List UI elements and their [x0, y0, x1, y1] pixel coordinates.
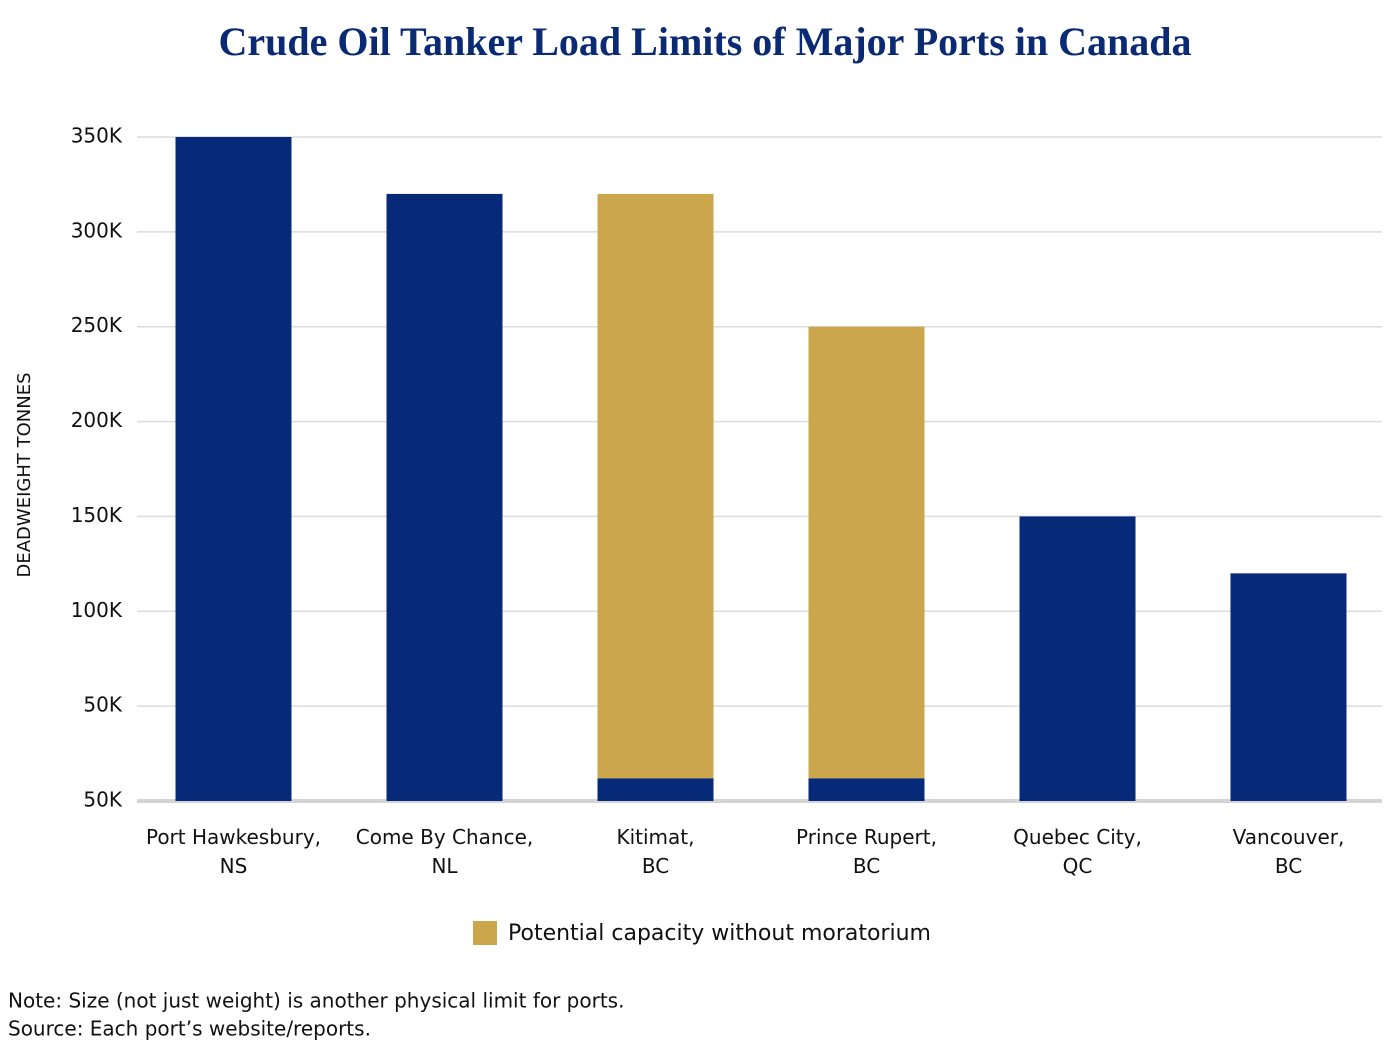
legend-swatch	[473, 921, 497, 945]
y-tick-label: 50K	[83, 693, 122, 717]
y-axis-label: DEADWEIGHT TONNES	[14, 373, 35, 578]
x-tick-label: Port Hawkesbury, NS	[145, 825, 322, 878]
y-tick-label: 300K	[71, 218, 123, 242]
note: Source: Each port’s website/reports.	[8, 1017, 371, 1041]
y-tick-label: 50K	[83, 788, 122, 812]
x-tick-label: Kitimat, BC	[616, 825, 695, 878]
bar	[1019, 516, 1136, 801]
x-tick-label: Prince Rupert, BC	[796, 825, 937, 878]
bar	[808, 778, 925, 801]
bar	[597, 778, 714, 801]
x-tick-label: Come By Chance, NL	[355, 825, 534, 878]
bar	[597, 193, 714, 779]
y-tick-label: 350K	[71, 124, 123, 148]
y-tick-label: 150K	[71, 503, 123, 527]
y-tick-label: 250K	[71, 313, 123, 337]
bar	[175, 137, 292, 801]
chart-title: Crude Oil Tanker Load Limits of Major Po…	[218, 19, 1191, 64]
bar	[808, 326, 925, 779]
bar	[1230, 573, 1347, 801]
x-tick-label: Vancouver, BC	[1232, 825, 1345, 878]
x-tick-label: Quebec City, QC	[1013, 825, 1142, 878]
legend-label: Potential capacity without moratorium	[508, 921, 931, 946]
y-tick-label: 100K	[71, 598, 123, 622]
note: Note: Size (not just weight) is another …	[8, 989, 624, 1013]
bar	[386, 193, 503, 801]
y-tick-label: 200K	[71, 408, 123, 432]
